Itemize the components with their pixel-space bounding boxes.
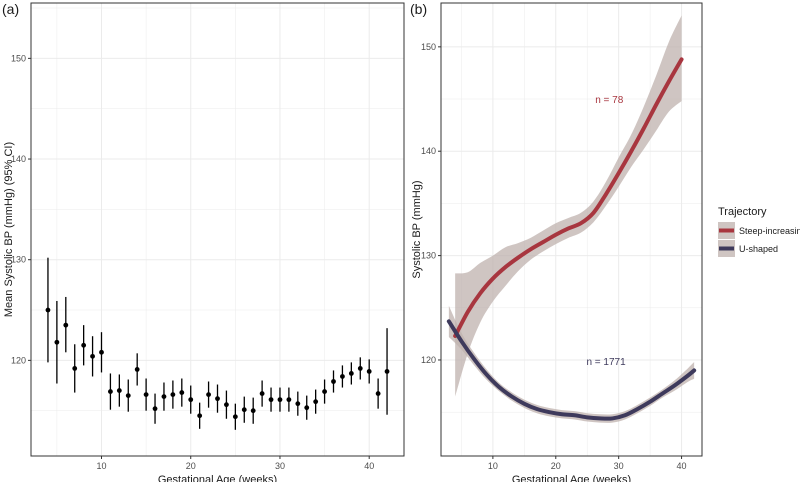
y-tick-label: 120 — [421, 355, 436, 365]
panel-a-grid — [31, 3, 404, 456]
mean-point — [348, 371, 354, 376]
mean-point — [295, 401, 301, 407]
mean-point — [125, 393, 131, 398]
panel-a-x-axis-label: Gestational Age (weeks) — [158, 474, 277, 482]
legend-entry-label: Steep-increasing — [739, 226, 800, 236]
mean-point — [45, 307, 51, 313]
x-tick-label: 40 — [364, 461, 374, 471]
mean-point — [322, 389, 327, 394]
mean-point — [286, 397, 292, 403]
y-tick-label: 150 — [11, 53, 26, 63]
series-line-steep-increasing — [453, 57, 684, 338]
mean-point — [250, 408, 256, 414]
panel-a-x-ticks: 10 20 30 40 — [96, 456, 374, 471]
panel-b-y-axis-label: Systolic BP (mmHg) — [411, 180, 423, 278]
panel-a-label: (a) — [2, 1, 19, 17]
legend-title: Trajectory — [718, 206, 767, 218]
mean-point — [259, 391, 265, 396]
annotation-label: n = 1771 — [586, 357, 626, 368]
mean-point — [277, 397, 283, 403]
x-tick-label: 40 — [677, 461, 687, 471]
mean-point — [215, 396, 220, 402]
legend-entries: Steep-increasing U-shaped — [718, 222, 800, 257]
mean-point — [340, 374, 345, 379]
panel-b-border — [440, 2, 703, 457]
x-tick-label: 30 — [275, 461, 285, 471]
mean-point — [241, 407, 247, 413]
mean-point — [375, 391, 381, 396]
mean-point — [188, 397, 194, 403]
x-tick-label: 30 — [614, 461, 624, 471]
panel-a-y-ticks: 120 130 140 150 — [11, 53, 31, 365]
mean-point — [366, 369, 372, 374]
panel-b: (b) n = 78 n = 1771 10 20 30 40 120 130 140 150… — [410, 1, 703, 486]
panel-a-y-axis-label: Mean Systolic BP (mmHg) (95% CI) — [3, 142, 15, 317]
mean-point — [232, 414, 238, 420]
panel-a-marks — [45, 257, 390, 430]
panel-b-annotations: n = 78 n = 1771 — [586, 95, 626, 368]
legend-entry-label: U-shaped — [739, 244, 778, 254]
mean-point — [116, 388, 122, 393]
series-line-u-shaped — [446, 319, 697, 421]
panel-b-series-lines — [446, 57, 697, 421]
mean-point — [134, 367, 140, 372]
mean-point — [143, 392, 149, 397]
x-tick-label: 10 — [488, 461, 498, 471]
y-tick-label: 150 — [421, 42, 436, 52]
mean-point — [72, 366, 78, 371]
mean-point — [54, 339, 60, 345]
mean-point — [63, 322, 69, 328]
panel-a-border — [30, 2, 405, 457]
mean-point — [99, 349, 104, 355]
y-tick-label: 140 — [421, 146, 436, 156]
mean-point — [357, 366, 363, 371]
x-tick-label: 20 — [551, 461, 561, 471]
panel-b-x-ticks: 10 20 30 40 — [488, 456, 687, 471]
mean-point — [206, 392, 211, 397]
mean-point — [313, 399, 319, 405]
mean-point — [81, 342, 87, 348]
y-tick-label: 130 — [11, 255, 26, 265]
mean-point — [108, 389, 113, 394]
mean-point — [179, 390, 185, 395]
panel-a: (a) 10 20 30 40 120 130 140 150 Gestational Ag… — [2, 1, 405, 486]
annotation-label: n = 78 — [595, 95, 624, 106]
mean-point — [197, 413, 203, 419]
x-tick-label: 10 — [96, 461, 106, 471]
mean-point — [331, 379, 336, 384]
y-tick-label: 120 — [11, 355, 26, 365]
mean-point — [90, 353, 95, 359]
mean-point — [161, 394, 167, 400]
panel-b-y-ticks: 120 130 140 150 — [421, 42, 441, 365]
panel-b-label: (b) — [410, 1, 427, 17]
mean-point — [304, 405, 310, 411]
y-tick-label: 140 — [11, 154, 26, 164]
mean-point — [384, 369, 390, 374]
mean-point — [268, 397, 274, 403]
panel-b-x-axis-label: Gestational Age (weeks) — [512, 474, 631, 482]
mean-point — [170, 392, 176, 397]
mean-point — [152, 406, 158, 412]
x-tick-label: 20 — [186, 461, 196, 471]
legend: Trajectory Steep-increasing U-shaped — [718, 206, 800, 257]
mean-point — [224, 402, 229, 408]
y-tick-label: 130 — [421, 251, 436, 261]
